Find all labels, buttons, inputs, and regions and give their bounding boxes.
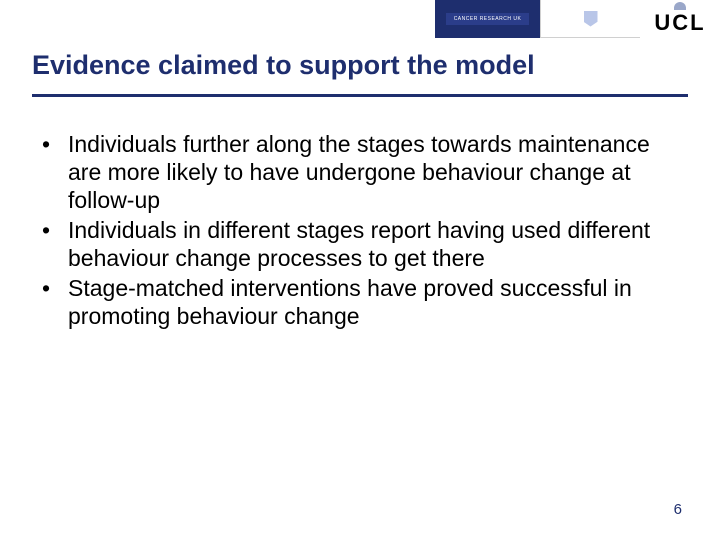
page-number: 6 bbox=[674, 501, 682, 518]
slide-title: Evidence claimed to support the model bbox=[32, 50, 535, 81]
logo-crest bbox=[540, 0, 640, 38]
list-item: Individuals further along the stages tow… bbox=[32, 130, 672, 214]
list-item: Stage-matched interventions have proved … bbox=[32, 274, 672, 330]
ucl-text: UCL bbox=[654, 10, 705, 36]
ucl-dome-icon bbox=[674, 2, 686, 10]
slide-content: Individuals further along the stages tow… bbox=[32, 130, 672, 332]
crest-icon bbox=[584, 11, 598, 27]
logo-cancer-label: CANCER RESEARCH UK bbox=[446, 13, 530, 25]
bullet-list: Individuals further along the stages tow… bbox=[32, 130, 672, 330]
list-item: Individuals in different stages report h… bbox=[32, 216, 672, 272]
title-divider bbox=[32, 94, 688, 97]
logo-ucl: UCL bbox=[640, 0, 720, 38]
header-logos: CANCER RESEARCH UK UCL bbox=[435, 0, 720, 38]
logo-cancer-research: CANCER RESEARCH UK bbox=[435, 0, 540, 38]
